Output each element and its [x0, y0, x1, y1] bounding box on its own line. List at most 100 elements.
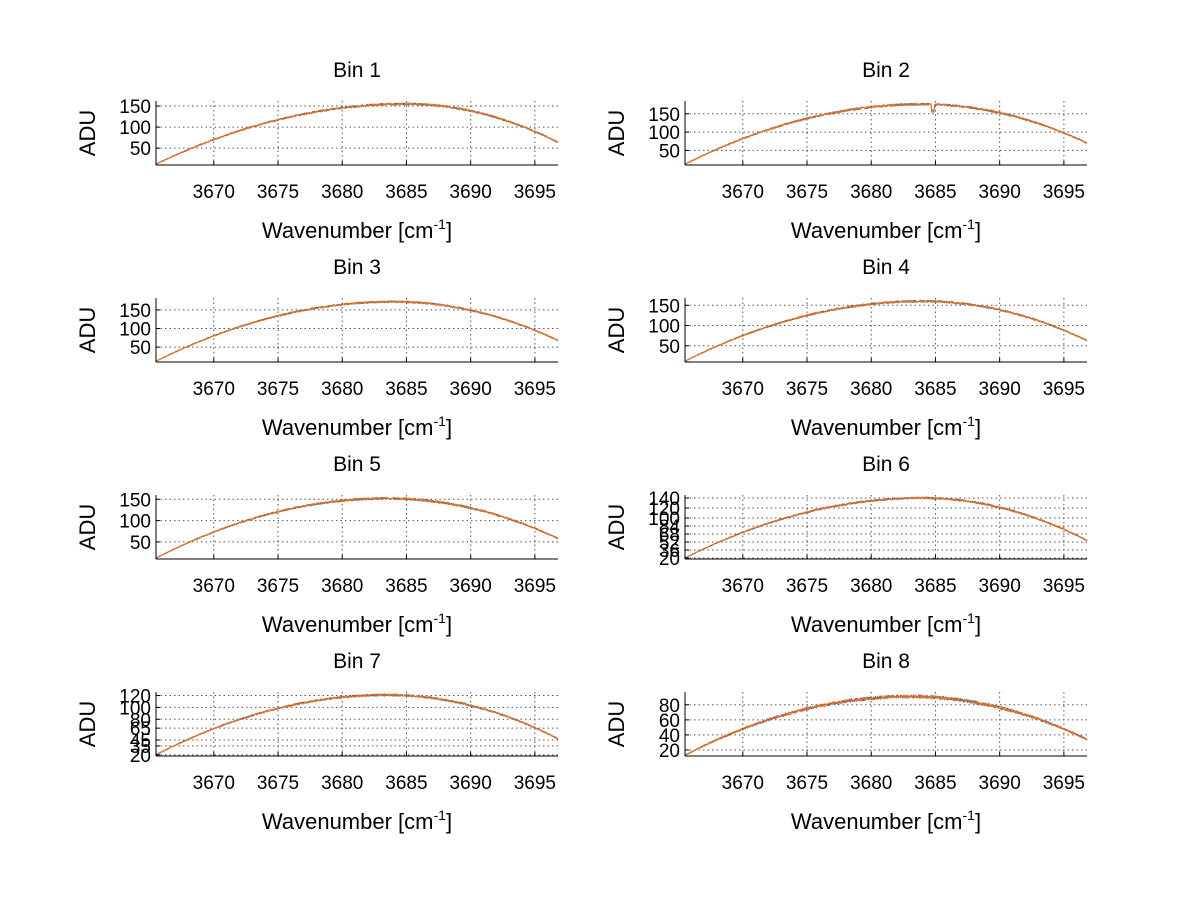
y-tick-label: 150 [119, 301, 151, 322]
y-tick-label: 36 [659, 541, 680, 562]
x-tick-label: 3680 [321, 182, 363, 203]
series-line-3 [684, 102, 1088, 165]
series-line-4 [684, 693, 1088, 756]
series-line-3 [155, 496, 559, 559]
x-tick-label: 3680 [321, 379, 363, 400]
series-line-3 [684, 299, 1088, 362]
x-tick-label: 3685 [385, 773, 427, 794]
y-tick-label: 40 [659, 726, 680, 747]
y-tick-label: 50 [659, 141, 680, 162]
series-line-2 [684, 496, 1088, 559]
y-tick-label: 50 [130, 139, 151, 160]
x-tick-label: 3685 [914, 773, 956, 794]
series-line-2 [155, 300, 559, 362]
y-axis-label: ADU [75, 504, 100, 550]
y-tick-label: 35 [130, 737, 151, 758]
series-line-3 [155, 693, 559, 756]
x-tick-label: 3695 [514, 576, 556, 597]
series-line-1 [684, 694, 1088, 756]
x-axis-label: Wavenumber [cm-1] [262, 413, 452, 440]
x-axis-label: Wavenumber [cm-1] [791, 216, 981, 243]
x-tick-label: 3675 [786, 182, 828, 203]
x-tick-label: 3670 [193, 576, 235, 597]
subplot-title: Bin 7 [333, 650, 381, 673]
series-line-2 [155, 497, 559, 559]
x-tick-label: 3695 [1043, 379, 1085, 400]
subplot-title: Bin 8 [862, 650, 910, 673]
series-line-2 [155, 102, 559, 165]
subplot-title: Bin 1 [333, 59, 381, 82]
series-line-4 [684, 299, 1088, 362]
x-tick-label: 3685 [385, 379, 427, 400]
x-tick-label: 3680 [850, 182, 892, 203]
x-tick-label: 3695 [1043, 576, 1085, 597]
series-line-3 [155, 102, 559, 165]
x-tick-label: 3685 [914, 576, 956, 597]
x-axis-label: Wavenumber [cm-1] [791, 413, 981, 440]
x-tick-label: 3690 [450, 576, 492, 597]
x-tick-label: 3675 [257, 773, 299, 794]
series-line-1 [685, 299, 1088, 362]
y-tick-label: 100 [648, 123, 680, 144]
x-tick-label: 3670 [193, 182, 235, 203]
x-tick-label: 3675 [257, 576, 299, 597]
series-line-3 [684, 693, 1088, 756]
subplot-title: Bin 2 [862, 59, 910, 82]
series-line-4 [155, 496, 559, 559]
x-tick-label: 3695 [1043, 182, 1085, 203]
y-tick-label: 150 [648, 296, 680, 317]
x-tick-label: 3680 [850, 379, 892, 400]
x-axis-label: Wavenumber [cm-1] [262, 807, 452, 834]
y-tick-label: 50 [659, 337, 680, 358]
y-tick-label: 100 [119, 320, 151, 341]
x-tick-label: 3695 [514, 379, 556, 400]
y-tick-label: 150 [648, 105, 680, 126]
y-tick-label: 20 [659, 741, 680, 762]
y-tick-label: 120 [648, 499, 680, 520]
series-line-3 [684, 496, 1088, 559]
x-tick-label: 3690 [450, 773, 492, 794]
y-tick-label: 50 [130, 338, 151, 359]
y-axis-label: ADU [604, 504, 629, 550]
series-line-2 [684, 299, 1088, 362]
x-tick-label: 3670 [722, 379, 764, 400]
x-tick-label: 3670 [193, 773, 235, 794]
x-tick-label: 3695 [1043, 773, 1085, 794]
x-tick-label: 3685 [385, 182, 427, 203]
series-line-1 [155, 102, 559, 165]
series-line-4 [684, 495, 1088, 559]
series-line-2 [684, 693, 1088, 756]
x-tick-label: 3690 [979, 773, 1021, 794]
x-axis-label: Wavenumber [cm-1] [262, 216, 452, 243]
x-tick-label: 3680 [321, 773, 363, 794]
y-tick-label: 50 [130, 533, 151, 554]
x-tick-label: 3685 [385, 576, 427, 597]
subplot-title: Bin 6 [862, 453, 910, 476]
x-tick-label: 3670 [722, 773, 764, 794]
y-tick-label: 100 [119, 118, 151, 139]
y-tick-label: 65 [130, 719, 151, 740]
y-axis-label: ADU [75, 110, 100, 156]
x-tick-label: 3680 [850, 576, 892, 597]
y-tick-label: 45 [130, 731, 151, 752]
series-line-4 [155, 693, 559, 756]
y-tick-label: 140 [648, 489, 680, 510]
y-axis-label: ADU [75, 307, 100, 353]
x-tick-label: 3695 [514, 182, 556, 203]
x-tick-label: 3690 [979, 182, 1021, 203]
subplot-bin-7: 3670 3675 3680 3685 3690 3695 2035456580100120… [75, 650, 559, 834]
series-line-4 [684, 102, 1088, 165]
y-tick-label: 20 [659, 549, 680, 570]
y-tick-label: 84 [659, 517, 681, 538]
y-tick-label: 80 [659, 696, 680, 717]
y-tick-label: 150 [119, 97, 151, 118]
series-line-4 [155, 102, 558, 165]
x-tick-label: 3685 [914, 379, 956, 400]
x-tick-label: 3680 [850, 773, 892, 794]
subplot-bin-6: 3670 3675 3680 3685 3690 3695 2036526884100120… [604, 453, 1088, 637]
